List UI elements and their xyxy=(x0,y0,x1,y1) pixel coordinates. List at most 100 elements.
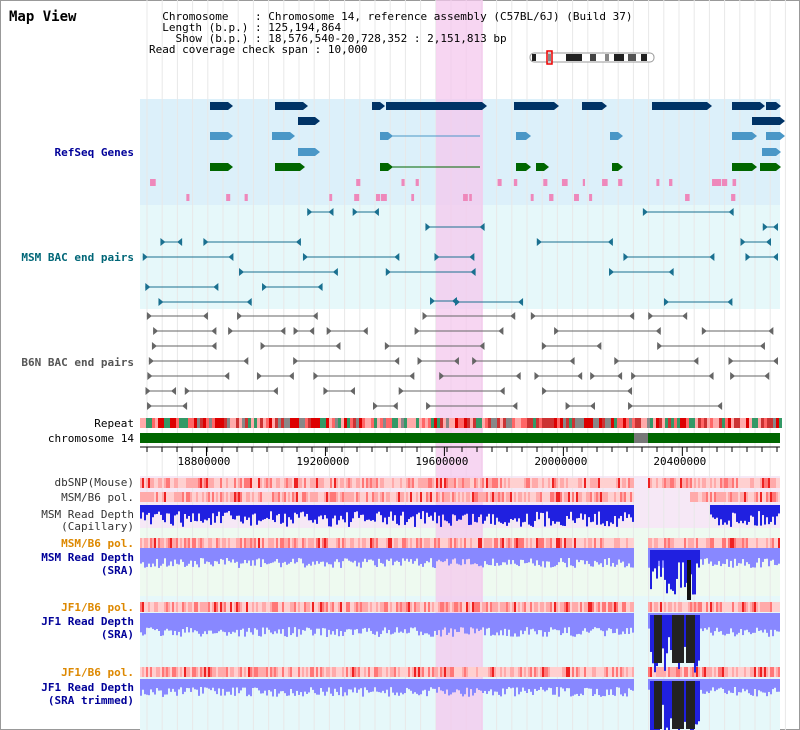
msm-pol2-heat xyxy=(228,538,230,548)
ideogram-band xyxy=(590,54,596,61)
msm-cap-depth-bar xyxy=(726,505,728,525)
msm-cap-depth-bar xyxy=(520,505,522,527)
b6n-bac-pair-end xyxy=(617,372,623,380)
dbsnp-heat xyxy=(764,478,766,488)
msm-pol-heat xyxy=(534,492,536,502)
repeat-block xyxy=(143,418,146,428)
jf1-pol2-heat xyxy=(688,667,690,677)
msm-pol2-heat xyxy=(774,538,776,548)
b6n-bac-pair-end xyxy=(629,312,635,320)
jf1-pol-heat xyxy=(676,602,678,612)
track-label-jf1-trim-depth[interactable]: JF1 Read Depth xyxy=(41,681,134,694)
jf1-pol-heat xyxy=(204,602,206,612)
repeat-block xyxy=(677,418,680,428)
jf1-pol-heat xyxy=(140,602,142,612)
msm-sra-depth-bar xyxy=(506,548,508,565)
msm-pol2-heat xyxy=(322,538,324,548)
repeat-block xyxy=(329,418,332,428)
jf1-pol2-heat xyxy=(324,667,326,677)
msm-pol2-heat xyxy=(468,538,470,548)
jf1-pol-heat xyxy=(294,602,296,612)
track-label-b6n-bac[interactable]: B6N BAC end pairs xyxy=(21,356,134,369)
track-label-dbsnp[interactable]: dbSNP(Mouse) xyxy=(54,476,134,489)
msm-sra-depth-bar xyxy=(764,548,766,559)
msm-cap-depth-bar xyxy=(420,505,422,520)
repeat-block xyxy=(653,418,656,428)
jf1-trim-depth-bar xyxy=(520,679,522,692)
jf1-pol2-heat xyxy=(174,667,176,677)
msm-cap-depth-bar xyxy=(140,505,142,519)
msm-pol-heat xyxy=(762,492,764,502)
msm-pol-heat xyxy=(532,492,534,502)
jf1-sra-depth-bar xyxy=(732,613,734,633)
dbsnp-heat xyxy=(140,478,142,488)
msm-sra-depth-bar xyxy=(378,548,380,559)
msm-sra-depth-bar xyxy=(406,548,408,559)
msm-pol-heat xyxy=(352,492,354,502)
jf1-sra-depth-bar xyxy=(400,613,402,632)
track-label-jf1-pol-2[interactable]: JF1/B6 pol. xyxy=(61,666,134,679)
jf1-pol-heat xyxy=(288,602,290,612)
track-label-msm-pol-2[interactable]: MSM/B6 pol. xyxy=(61,537,134,550)
jf1-trim-peak xyxy=(652,681,654,730)
track-label-msm-bac[interactable]: MSM BAC end pairs xyxy=(21,251,134,264)
msm-cap-depth-bar xyxy=(530,505,532,526)
jf1-pol-heat xyxy=(700,602,702,612)
track-label-repeat[interactable]: Repeat xyxy=(94,417,134,430)
jf1-sra-depth-bar xyxy=(378,613,380,637)
b6n-bac-pair-end xyxy=(565,402,571,410)
track-label-jf1-pol-1[interactable]: JF1/B6 pol. xyxy=(61,601,134,614)
jf1-trim-depth-bar xyxy=(338,679,340,696)
msm-pol2-heat xyxy=(500,538,502,548)
msm-pol2-heat xyxy=(566,538,568,548)
msm-pol-heat xyxy=(774,492,776,502)
msm-pol2-heat xyxy=(278,538,280,548)
msm-pol2-heat xyxy=(366,538,368,548)
msm-pol-heat xyxy=(486,492,488,502)
msm-pol-heat xyxy=(280,492,282,502)
msm-cap-depth-bar xyxy=(386,505,388,525)
jf1-sra-depth-bar xyxy=(564,613,566,628)
msm-sra-depth-bar xyxy=(352,548,354,563)
jf1-sra-peak xyxy=(668,615,670,638)
msm-pol2-heat xyxy=(672,538,674,548)
msm-cap-depth-bar xyxy=(344,505,346,523)
msm-pol2-heat xyxy=(312,538,314,548)
dbsnp-heat xyxy=(304,478,306,488)
msm-pol2-heat xyxy=(558,538,560,548)
msm-sra-depth-bar xyxy=(272,548,274,563)
msm-pol2-heat xyxy=(418,538,420,548)
msm-pol-heat xyxy=(466,492,468,502)
jf1-sra-depth-bar xyxy=(374,613,376,635)
b6n-bac-pair-end xyxy=(211,327,217,335)
msm-cap-depth-bar xyxy=(178,505,180,512)
msm-cap-depth-bar xyxy=(186,505,188,519)
repeat-block xyxy=(305,418,308,428)
track-label-refseq[interactable]: RefSeq Genes xyxy=(54,146,134,159)
msm-pol2-heat xyxy=(618,538,620,548)
msm-pol2-heat xyxy=(256,538,258,548)
track-label-msm-cap-depth[interactable]: MSM Read Depth xyxy=(41,508,134,521)
repeat-block xyxy=(434,418,437,428)
jf1-sra-depth-bar xyxy=(540,613,542,631)
repeat-block xyxy=(191,418,194,428)
msm-sra-depth-bar xyxy=(154,548,156,567)
msm-sra-peak xyxy=(658,550,660,561)
dbsnp-heat xyxy=(752,478,754,488)
b6n-bac-pair-end xyxy=(657,342,663,350)
jf1-trim-depth-bar xyxy=(388,679,390,697)
repeat-block xyxy=(641,418,644,428)
track-label-msm-pol-1[interactable]: MSM/B6 pol. xyxy=(61,491,134,504)
msm-pol2-heat xyxy=(542,538,544,548)
track-label-msm-sra-depth[interactable]: MSM Read Depth xyxy=(41,551,134,564)
msm-cap-depth-bar xyxy=(712,505,714,518)
track-label-jf1-sra-depth[interactable]: JF1 Read Depth xyxy=(41,615,134,628)
chromosome-ideogram[interactable] xyxy=(529,50,655,65)
repeat-block xyxy=(374,418,377,428)
jf1-pol2-heat xyxy=(660,667,662,677)
msm-pol-heat xyxy=(766,492,768,502)
jf1-trim-depth-bar xyxy=(724,679,726,693)
msm-pol-heat xyxy=(570,492,572,502)
jf1-trim-depth-bar xyxy=(496,679,498,692)
